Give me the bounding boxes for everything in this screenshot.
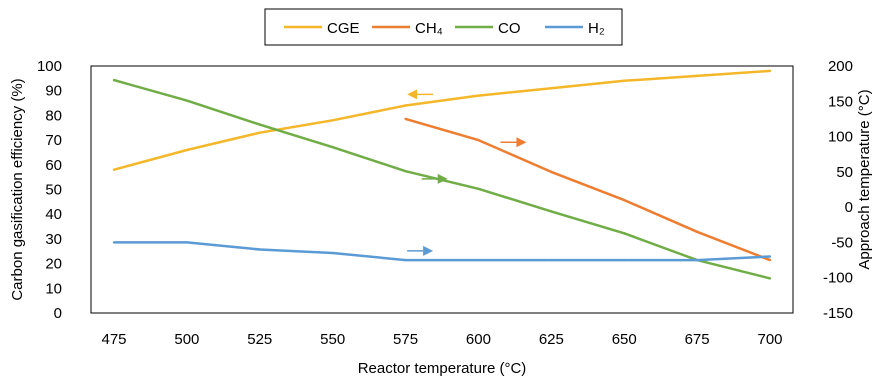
y-right-tick-50: 50: [836, 164, 853, 181]
x-tick-575: 575: [393, 331, 418, 348]
y-right-tick-0: 0: [845, 199, 853, 216]
y-left-tick-0: 0: [54, 305, 62, 322]
data-point-h2: [477, 258, 480, 262]
legend-item-ch4: CH₄: [372, 20, 443, 37]
legend-label-ch4: CH₄: [415, 20, 443, 37]
series-line-cge: [113, 69, 771, 171]
legend: CGE CH₄ CO H₂: [264, 8, 623, 46]
arrow-h2: [407, 245, 434, 256]
plot-border: [90, 65, 794, 314]
legend-label-h2: H₂: [588, 20, 605, 37]
data-point-cge: [695, 74, 699, 78]
y-left-tick-80: 80: [45, 107, 62, 124]
data-point-cge: [258, 131, 261, 134]
x-tick-650: 650: [612, 331, 637, 348]
legend-item-h2: H₂: [545, 20, 605, 37]
data-point-h2: [768, 255, 772, 258]
y-left-tick-40: 40: [45, 206, 62, 223]
series-line-h2: [114, 241, 771, 262]
data-point-co: [112, 78, 116, 82]
y-left-tick-30: 30: [45, 231, 62, 248]
data-point-cge: [404, 104, 407, 107]
y-right-tick-150: 150: [828, 93, 853, 110]
legend-item-co: CO: [455, 20, 521, 37]
data-point-co: [550, 210, 553, 213]
data-point-h2: [185, 241, 189, 244]
data-point-ch4: [623, 198, 626, 202]
y-right-axis-title: Approach temperature (°C): [856, 89, 873, 269]
y-right-tick-100: 100: [828, 129, 853, 146]
x-tick-550: 550: [320, 331, 345, 348]
data-point-cge: [185, 148, 189, 152]
data-point-h2: [623, 258, 626, 262]
legend-label-co: CO: [498, 20, 521, 37]
x-tick-625: 625: [539, 331, 564, 348]
x-tick-labels: 475 500 525 550 575 600 625 650 675 700: [101, 331, 782, 348]
data-point-co: [623, 232, 626, 235]
data-point-cge: [768, 69, 772, 73]
arrow-ch4: [500, 137, 527, 148]
y-right-tick-200: 200: [828, 58, 853, 75]
y-left-tick-20: 20: [45, 256, 62, 273]
data-point-co: [258, 123, 261, 126]
x-axis-title: Reactor temperature (°C): [358, 360, 527, 377]
x-tick-525: 525: [247, 331, 272, 348]
data-point-cge: [112, 168, 116, 171]
data-point-h2: [695, 258, 699, 262]
y-right-tick--100: -100: [823, 270, 853, 287]
y-left-axis-title: Carbon gasification efficiency (%): [9, 78, 26, 300]
y-left-tick-90: 90: [45, 83, 62, 100]
data-point-cge: [477, 94, 480, 97]
x-tick-675: 675: [685, 331, 710, 348]
data-point-cge: [331, 119, 334, 122]
x-tick-700: 700: [757, 331, 782, 348]
x-tick-600: 600: [466, 331, 491, 348]
data-point-co: [185, 99, 189, 102]
legend-item-cge: CGE: [284, 20, 360, 37]
data-point-cge: [623, 79, 626, 83]
data-point-co: [768, 277, 772, 280]
data-point-ch4: [768, 258, 772, 262]
data-point-h2: [404, 258, 407, 262]
x-tick-500: 500: [174, 331, 199, 348]
data-point-ch4: [477, 138, 480, 142]
y-left-tick-70: 70: [45, 132, 62, 149]
series-line-ch4: [405, 117, 771, 262]
y-left-tick-10: 10: [45, 280, 62, 297]
data-point-h2: [112, 241, 116, 244]
y-left-tick-50: 50: [45, 182, 62, 199]
arrow-cge: [407, 89, 434, 100]
data-point-cge: [550, 87, 553, 90]
y-left-tick-100: 100: [37, 58, 62, 75]
x-tick-475: 475: [101, 331, 126, 348]
data-point-ch4: [550, 170, 553, 174]
data-point-ch4: [695, 230, 699, 234]
data-point-h2: [550, 258, 553, 262]
plot-area: [90, 65, 794, 314]
data-point-ch4: [404, 117, 407, 121]
y-left-tick-60: 60: [45, 157, 62, 174]
data-point-co: [331, 145, 334, 149]
data-point-co: [404, 169, 407, 173]
y-right-tick--150: -150: [823, 305, 853, 322]
y-right-tick-labels: -150 -100 -50 0 50 100 150 200: [823, 58, 853, 322]
data-point-h2: [258, 248, 261, 251]
arrow-co: [421, 173, 448, 184]
y-right-tick--50: -50: [831, 234, 853, 251]
legend-label-cge: CGE: [327, 20, 360, 37]
data-point-co: [477, 187, 480, 190]
data-point-h2: [331, 251, 334, 255]
y-left-tick-labels: 0 10 20 30 40 50 60 70 80 90 100: [37, 58, 62, 322]
